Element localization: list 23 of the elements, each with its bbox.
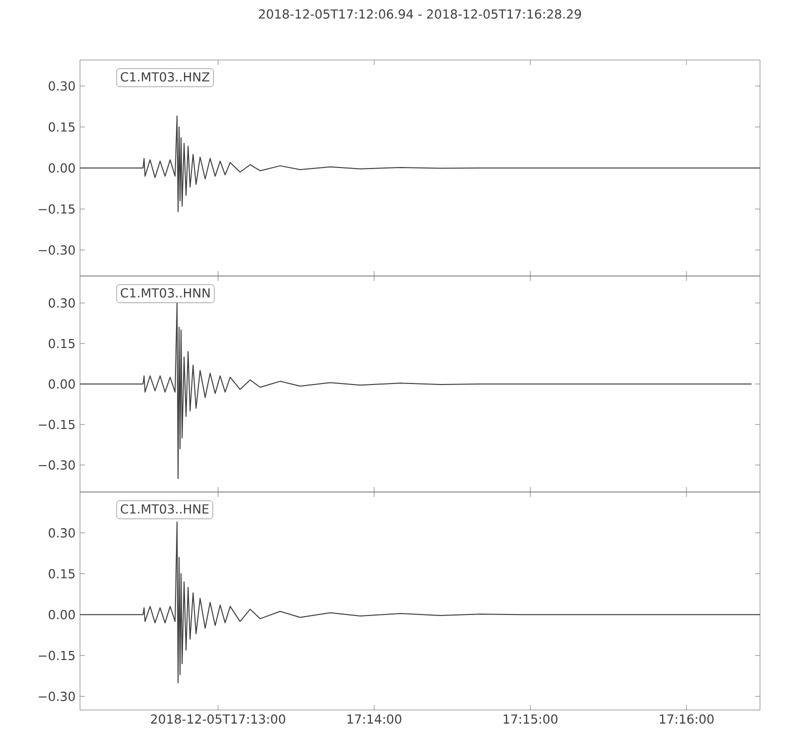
y-tick-label: 0.30 — [48, 298, 75, 308]
y-tick-label: 0.15 — [48, 122, 75, 132]
y-tick-label: 0.00 — [48, 379, 75, 389]
series-label: C1.MT03..HNE — [120, 504, 209, 514]
y-tick-label: −0.15 — [38, 420, 75, 430]
x-tick-label: 17:15:00 — [504, 714, 558, 724]
y-tick-label: −0.15 — [38, 204, 75, 214]
y-tick-label: 0.15 — [48, 338, 75, 348]
x-tick-label: 17:16:00 — [660, 714, 714, 724]
y-tick-label: 0.30 — [48, 81, 75, 91]
y-tick-label: −0.30 — [38, 245, 75, 255]
y-tick-label: −0.15 — [38, 650, 75, 660]
y-tick-label: −0.30 — [38, 692, 75, 702]
y-tick-label: 0.00 — [48, 610, 75, 620]
chart-title: 2018-12-05T17:12:06.94 - 2018-12-05T17:16:28.29 — [258, 9, 581, 19]
text: C1.MT03..HNZ — [120, 72, 210, 82]
y-tick-label: 0.30 — [48, 528, 75, 538]
y-tick-label: −0.30 — [38, 460, 75, 470]
y-tick-label: 0.15 — [48, 569, 75, 578]
x-tick-label: 17:14:00 — [348, 714, 402, 724]
x-tick-label: 2018-12-05T17:13:00 — [151, 714, 286, 724]
series-label: C1.MT03..HNN — [120, 288, 210, 298]
y-tick-label: 0.00 — [48, 163, 75, 173]
